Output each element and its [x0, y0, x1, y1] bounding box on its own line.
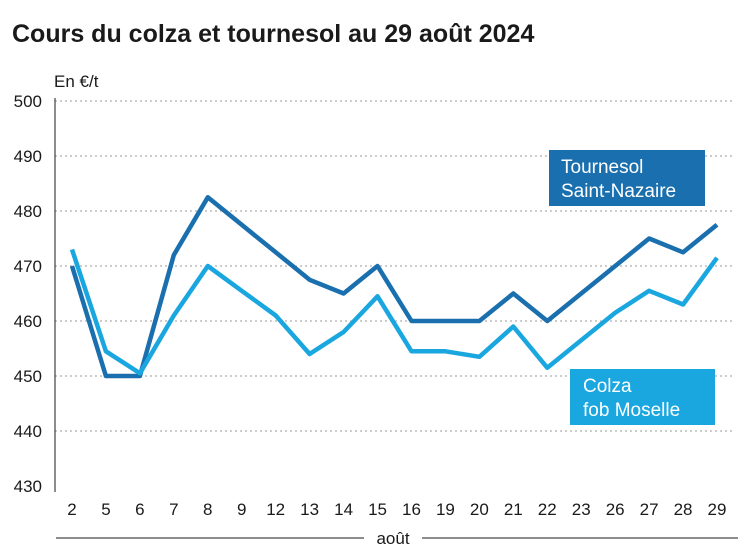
- legend-colza-line-1: Colza: [583, 376, 632, 397]
- x-tick-label: 16: [402, 500, 421, 519]
- x-tick-label: 29: [708, 500, 727, 519]
- legend-colza-box: [570, 369, 715, 425]
- legend-colza: Colza fob Moselle: [570, 369, 715, 425]
- series-lines: [69, 195, 719, 379]
- y-tick-label: 460: [14, 312, 42, 331]
- x-tick-labels: 2 5 6 7 8 9 12 13 14 15 16 19 20 21 22 23 26 27 28 29: [67, 500, 726, 519]
- x-tick-label: 15: [368, 500, 387, 519]
- y-tick-label: 430: [14, 477, 42, 496]
- x-tick-label: 28: [674, 500, 693, 519]
- y-tick-label: 440: [14, 422, 42, 441]
- chart-title: Cours du colza et tournesol au 29 août 2…: [12, 20, 534, 48]
- y-tick-label: 500: [14, 92, 42, 111]
- y-tick-labels: 430 440 450 460 470 480 490 500: [14, 92, 42, 496]
- legend-colza-line-2: fob Moselle: [583, 400, 680, 421]
- y-tick-label: 480: [14, 202, 42, 221]
- x-tick-label: 6: [135, 500, 144, 519]
- y-tick-label: 470: [14, 257, 42, 276]
- y-tick-label: 450: [14, 367, 42, 386]
- x-tick-label: 14: [334, 500, 353, 519]
- x-tick-label: 20: [470, 500, 489, 519]
- y-tick-label: 490: [14, 147, 42, 166]
- y-unit-label: En €/t: [54, 72, 99, 91]
- legend-tournesol: Tournesol Saint-Nazaire: [549, 150, 705, 206]
- series-line-colza: [69, 248, 719, 376]
- x-tick-label: 2: [67, 500, 76, 519]
- x-tick-label: 21: [504, 500, 523, 519]
- x-tick-label: 13: [300, 500, 319, 519]
- x-tick-label: 19: [436, 500, 455, 519]
- legend-tournesol-line-2: Saint-Nazaire: [561, 181, 676, 202]
- series-line-tournesol: [69, 195, 719, 379]
- x-axis-label: août: [376, 529, 409, 548]
- x-tick-label: 27: [640, 500, 659, 519]
- x-tick-label: 5: [101, 500, 110, 519]
- x-tick-label: 12: [266, 500, 285, 519]
- x-tick-label: 23: [572, 500, 591, 519]
- legend-tournesol-line-1: Tournesol: [561, 157, 643, 178]
- x-tick-label: 26: [606, 500, 625, 519]
- x-tick-label: 9: [237, 500, 246, 519]
- x-tick-label: 22: [538, 500, 557, 519]
- x-tick-label: 8: [203, 500, 212, 519]
- x-tick-label: 7: [169, 500, 178, 519]
- legend-tournesol-box: [549, 150, 705, 206]
